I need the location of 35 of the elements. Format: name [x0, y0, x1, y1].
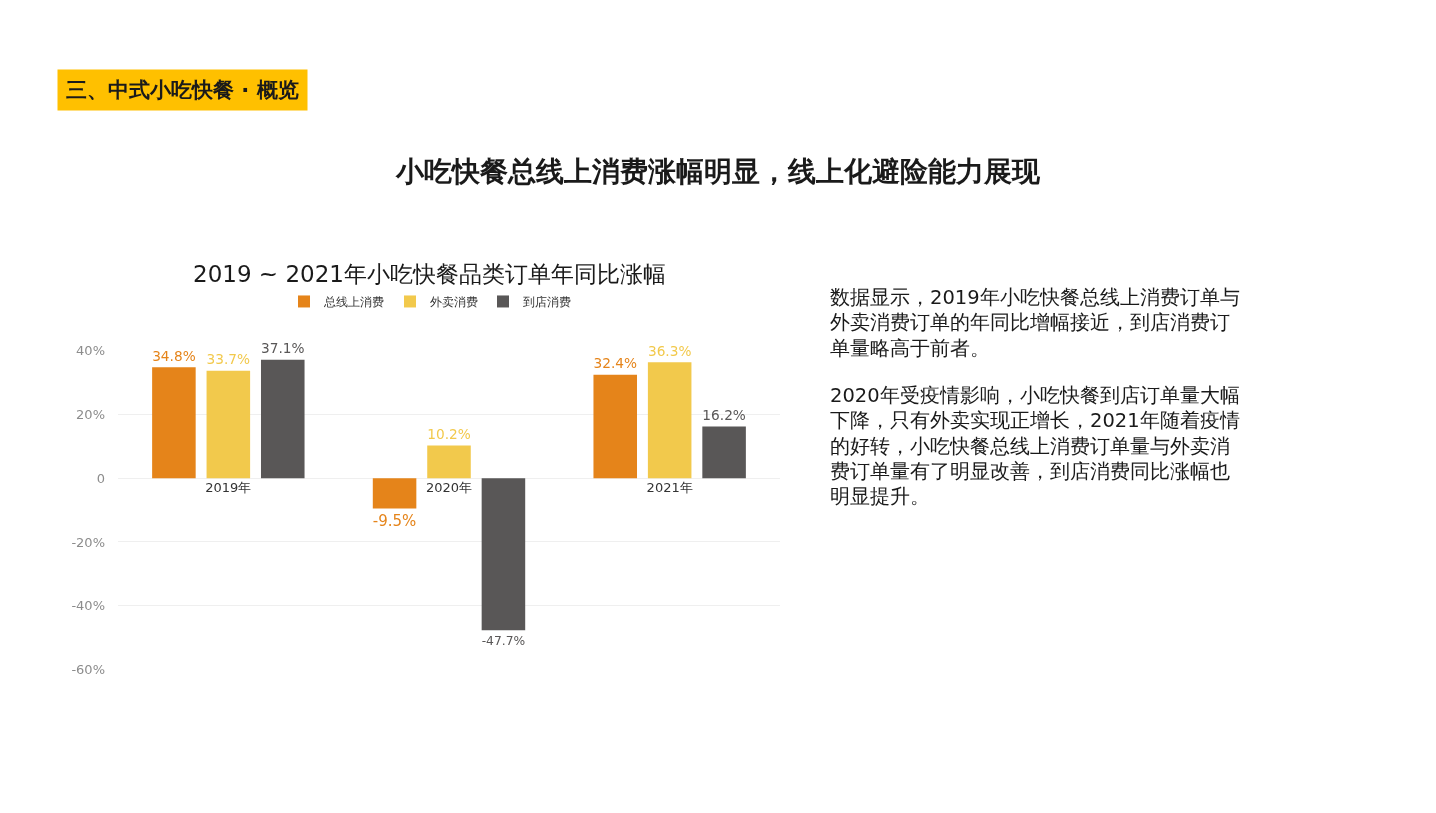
data-label: 32.4%: [593, 355, 637, 372]
text: 2020年受疫情影响，小吃快餐到店订单量大幅下降，只有外卖实现正增长，2021年随着疫情的好转，小吃快餐总线上消费订单量与外卖消费订单量有了明显改善，到店消费同比涨幅也明显提升。: [830, 384, 1240, 509]
y-tick-label: 0: [96, 470, 105, 486]
legend-label: 到店消费: [523, 295, 571, 310]
data-label: 33.7%: [206, 351, 251, 368]
y-tick-label: -40%: [71, 598, 105, 614]
y-tick-label: 20%: [76, 406, 105, 422]
text: 数据显示，2019年小吃快餐总线上消费订单与外卖消费订单的年同比增幅接近，到店消费订单量略高于前者。: [830, 286, 1240, 360]
legend-label: 总线上消费: [323, 295, 384, 310]
bar: [481, 478, 526, 631]
x-tick-label: 2020年: [425, 480, 473, 496]
y-tick-label: -60%: [71, 662, 105, 678]
y-tick-label: -20%: [71, 534, 105, 550]
data-label: 16.2%: [702, 407, 746, 424]
data-label: -9.5%: [372, 511, 417, 530]
bar: [702, 426, 746, 479]
bar: [206, 370, 251, 479]
data-label: 36.3%: [647, 342, 692, 359]
bar: [260, 359, 305, 479]
data-label: 10.2%: [427, 426, 471, 443]
bar: [593, 374, 638, 479]
data-label: -47.7%: [481, 633, 526, 648]
bar: [152, 367, 196, 479]
bar: [647, 362, 692, 479]
bar: [427, 445, 471, 479]
legend-label: 外卖消费: [430, 295, 478, 310]
y-tick-label: 40%: [76, 343, 105, 359]
chart-subtitle: 2019 ~ 2021年小吃快餐品类订单年同比涨幅: [193, 261, 666, 287]
text: 三、中式小吃快餐 · 概览: [66, 78, 299, 102]
bar: [372, 478, 417, 509]
data-label: 37.1%: [261, 340, 305, 357]
data-label: 34.8%: [152, 347, 196, 364]
chart-title: 小吃快餐总线上消费涨幅明显，线上化避险能力展现: [395, 155, 1041, 188]
x-tick-label: 2021年: [646, 480, 693, 496]
x-tick-label: 2019年: [205, 480, 252, 496]
